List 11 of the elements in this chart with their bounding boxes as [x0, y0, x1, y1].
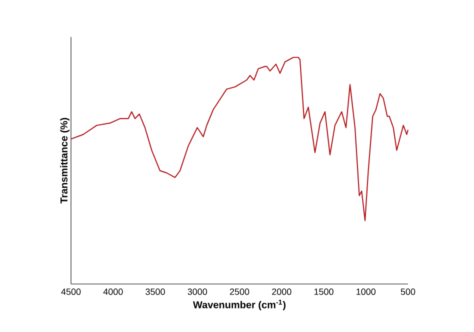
x-tick-label: 500	[400, 288, 416, 295]
x-tick-label: 1500	[314, 288, 334, 295]
x-axis-title: Wavenumber (cm$^{-1}$)	[192, 300, 286, 310]
x-tick-label: 2000	[272, 288, 292, 295]
x-tick-label: 3500	[146, 288, 165, 295]
x-tick-label: 4500	[61, 288, 81, 295]
x-tick-label: 3000	[188, 288, 208, 295]
y-axis-title: Transmittance (%)	[60, 118, 70, 204]
x-tick-label: 4000	[103, 288, 123, 295]
x-tick-label: 2500	[230, 288, 250, 295]
x-tick-label: 1000	[356, 288, 376, 295]
